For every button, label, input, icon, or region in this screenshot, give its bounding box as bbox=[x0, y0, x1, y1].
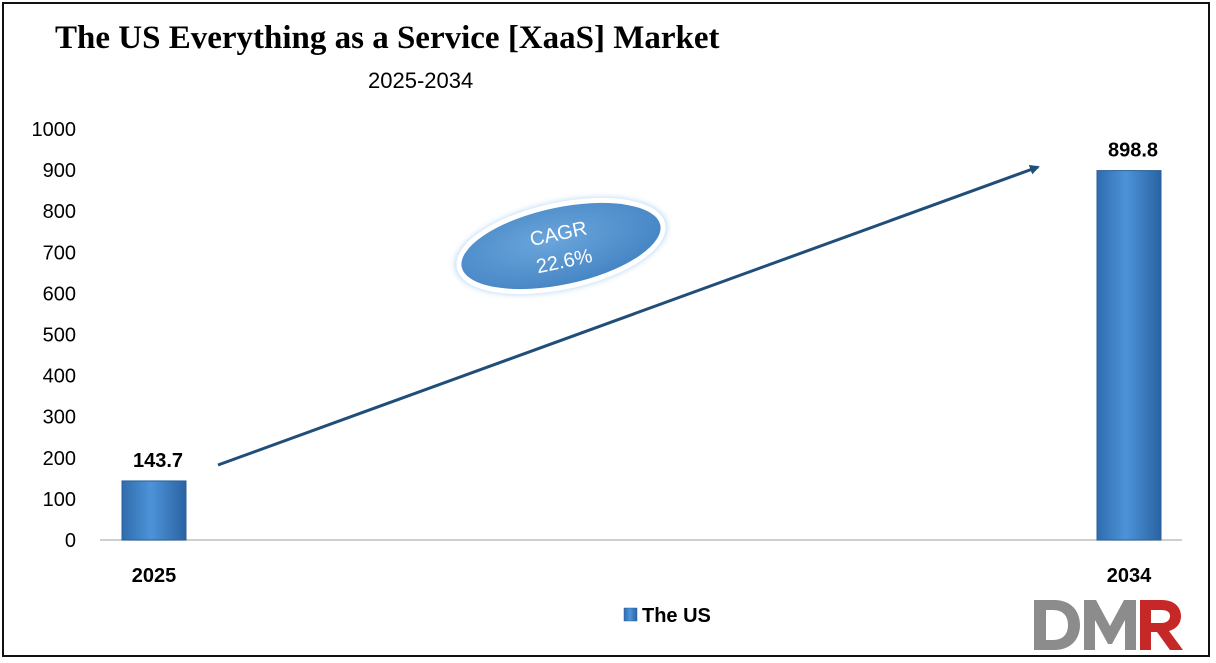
x-tick-label-2034: 2034 bbox=[1107, 565, 1152, 587]
cagr-trend-arrow bbox=[217, 165, 1040, 467]
chart-subtitle: 2025-2034 bbox=[368, 68, 474, 93]
logo-letter-m bbox=[1084, 600, 1136, 650]
y-tick-label: 0 bbox=[65, 530, 76, 552]
logo-letter-r bbox=[1140, 600, 1183, 650]
axis-layer: 0 100 200 300 400 500 600 700 800 900 1000 2025 2034 bbox=[32, 119, 1182, 587]
chart-title: The US Everything as a Service [XaaS] Ma… bbox=[55, 20, 720, 56]
bar-2025 bbox=[121, 480, 187, 541]
legend: The US bbox=[623, 605, 711, 627]
y-tick-label: 800 bbox=[43, 201, 76, 223]
y-tick-label: 1000 bbox=[32, 119, 77, 141]
y-tick-label: 300 bbox=[43, 407, 76, 429]
y-tick-label: 100 bbox=[43, 489, 76, 511]
y-tick-label: 200 bbox=[43, 448, 76, 470]
dmr-logo bbox=[1034, 600, 1183, 650]
annotation-layer: CAGR 22.6% bbox=[217, 165, 1040, 467]
y-tick-label: 900 bbox=[43, 160, 76, 182]
y-tick-label: 700 bbox=[43, 242, 76, 264]
logo-letter-d bbox=[1034, 600, 1080, 650]
legend-label: The US bbox=[642, 605, 711, 627]
legend-swatch bbox=[623, 607, 638, 622]
data-label-2025: 143.7 bbox=[133, 450, 183, 472]
cagr-bubble: CAGR 22.6% bbox=[454, 197, 668, 295]
y-tick-label: 400 bbox=[43, 366, 76, 388]
y-tick-label: 500 bbox=[43, 325, 76, 347]
data-label-2034: 898.8 bbox=[1108, 140, 1158, 162]
bar-2034 bbox=[1096, 170, 1162, 541]
x-tick-label-2025: 2025 bbox=[132, 565, 177, 587]
y-tick-label: 600 bbox=[43, 283, 76, 305]
bars-layer: 143.7 898.8 bbox=[121, 140, 1162, 541]
